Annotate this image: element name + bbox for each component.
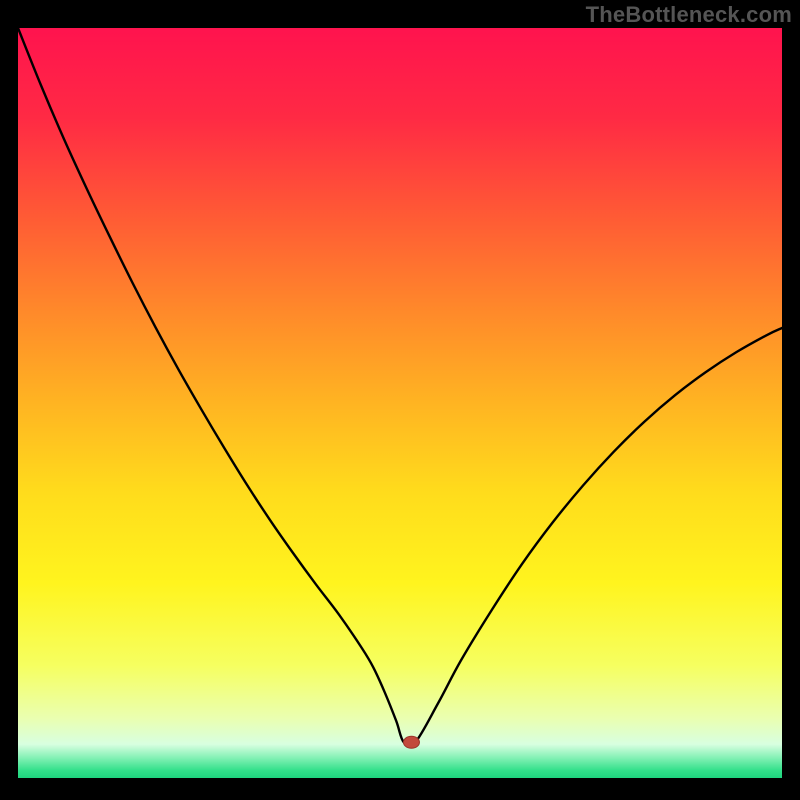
- chart-frame: TheBottleneck.com: [0, 0, 800, 800]
- bottleneck-curve-chart: [0, 0, 800, 800]
- plot-background: [18, 28, 782, 778]
- watermark-text: TheBottleneck.com: [586, 2, 792, 28]
- optimal-point-marker: [403, 736, 419, 748]
